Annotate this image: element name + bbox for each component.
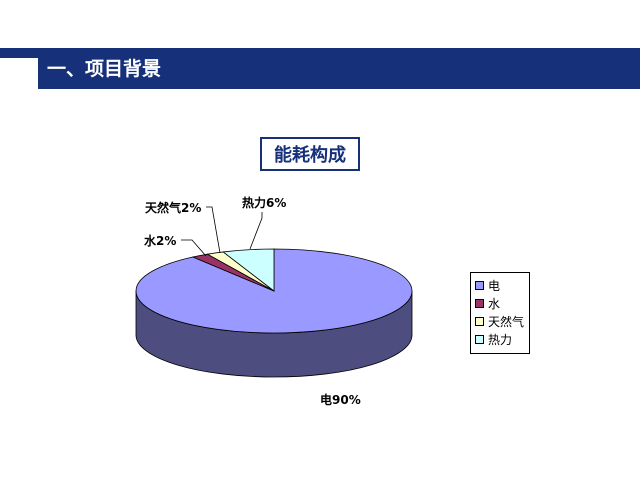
- header-bar: [38, 48, 640, 89]
- legend-item-dian: 电: [475, 276, 529, 294]
- legend-item-tianranqi: 天然气: [475, 312, 529, 330]
- legend-swatch-reli: [475, 334, 484, 344]
- legend-label-tianranqi: 天然气: [488, 314, 525, 329]
- legend-label-dian: 电: [488, 278, 501, 293]
- legend-swatch-shui: [475, 298, 484, 308]
- legend-item-reli: 热力: [475, 330, 529, 348]
- legend-label-reli: 热力: [488, 332, 513, 347]
- legend-label-shui: 水: [488, 296, 501, 311]
- page-title: 一、项目背景: [47, 58, 162, 80]
- legend-swatch-tianranqi: [475, 316, 484, 326]
- data-label-shui: 水2%: [144, 233, 176, 248]
- leader-line-reli: [249, 212, 263, 250]
- leader-line-tianranqi: [206, 206, 221, 254]
- header-accent: [0, 48, 38, 58]
- legend-swatch-dian: [475, 280, 484, 290]
- chart-title: 能耗构成: [260, 137, 360, 171]
- leader-line-shui: [181, 239, 207, 257]
- data-label-dian: 电90%: [320, 392, 361, 407]
- data-label-tianranqi: 天然气2%: [145, 200, 201, 215]
- legend: 电水天然气 热力: [470, 272, 530, 354]
- data-label-reli: 热力6%: [242, 195, 286, 210]
- pie-slice-reli: [222, 248, 275, 292]
- legend-item-shui: 水: [475, 294, 529, 312]
